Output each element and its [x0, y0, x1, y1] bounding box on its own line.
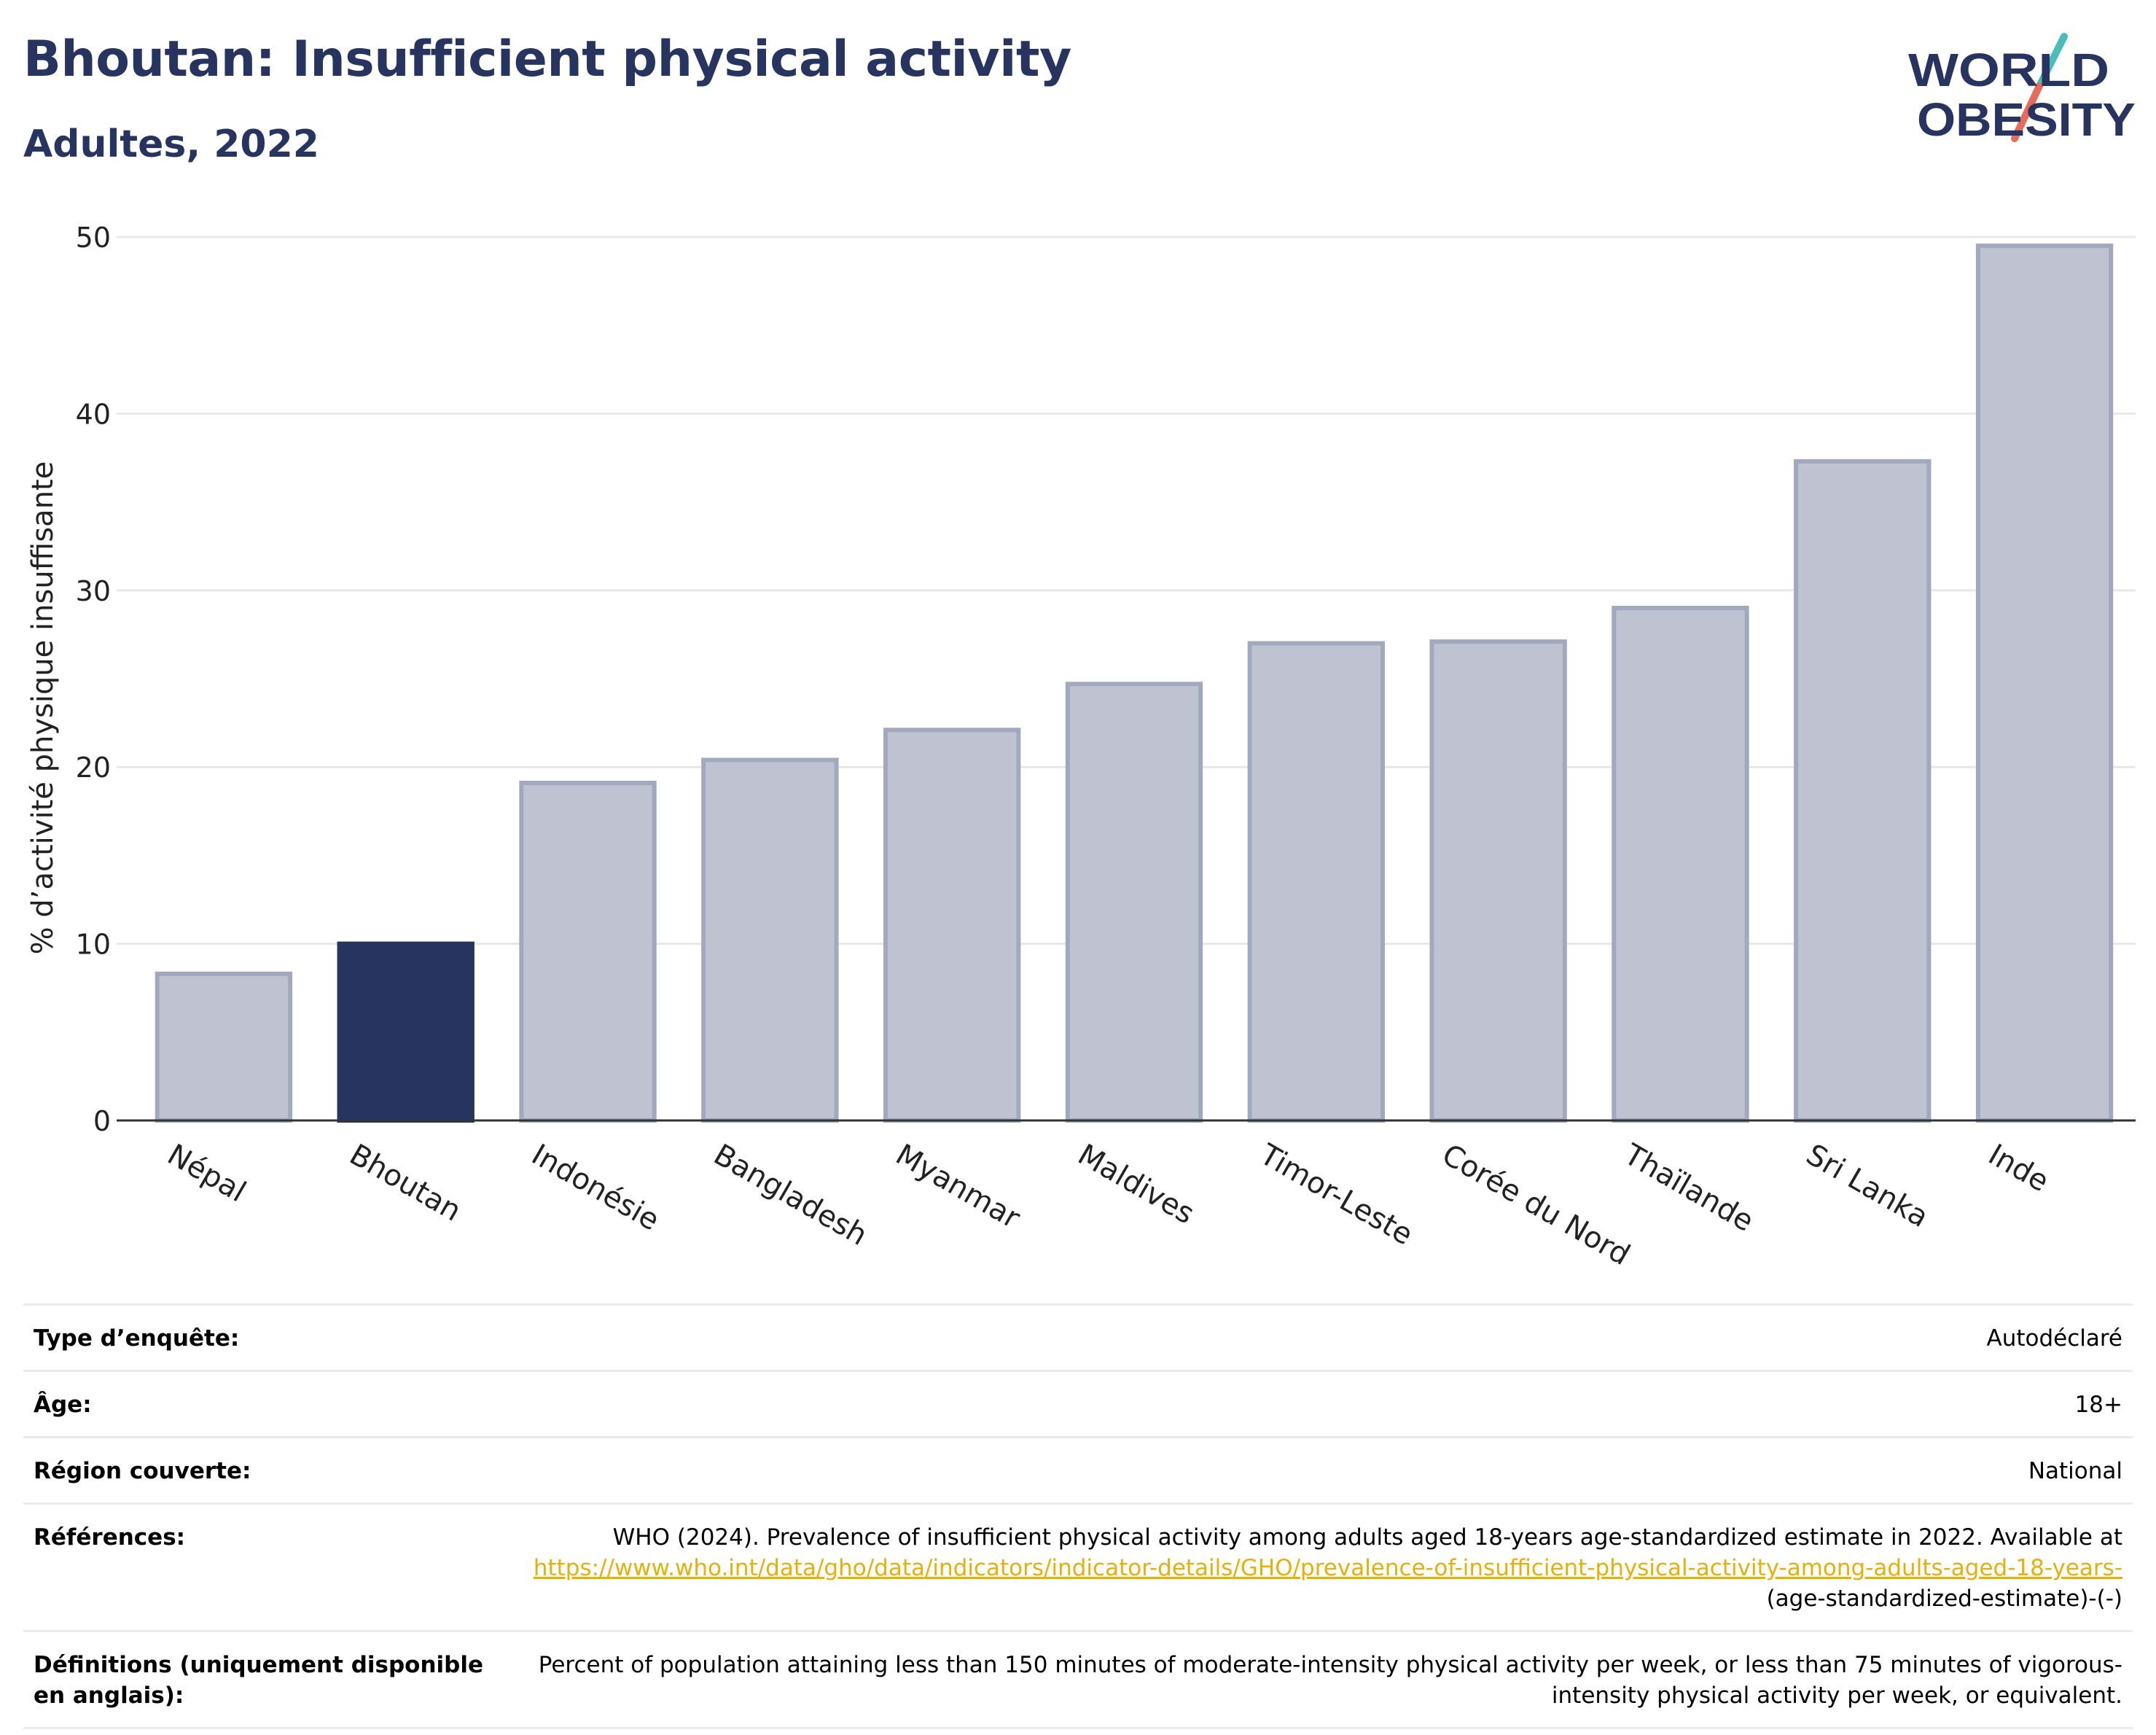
info-label: Âge:	[34, 1392, 92, 1418]
y-tick-label: 20	[76, 752, 111, 784]
bar-bhoutan	[337, 941, 474, 1123]
bar-myanmar	[883, 728, 1021, 1123]
reference-text: WHO (2024). Prevalence of insufficient p…	[612, 1524, 2122, 1551]
bar-timor-leste	[1247, 641, 1386, 1123]
info-row-age: Âge: 18+	[23, 1370, 2133, 1436]
info-row-definitions: Définitions (uniquement disponible en an…	[23, 1630, 2133, 1729]
bars	[155, 243, 2114, 1123]
page-subtitle: Adultes, 2022	[23, 122, 319, 166]
x-axis-ticks: Népal Bhoutan Indonésie Bangladesh Myanmar Ma…	[162, 1137, 2055, 1272]
bar-thailande	[1612, 606, 1749, 1123]
page-title: Bhoutan: Insufficient physical activity	[23, 31, 1071, 88]
info-row-survey-type: Type d’enquête: Autodéclaré	[23, 1303, 2133, 1370]
bar-coree-du-nord	[1429, 639, 1567, 1123]
y-tick-label: 10	[76, 929, 111, 961]
info-label: Région couverte:	[34, 1458, 251, 1484]
x-tick-label: Sri Lanka	[1800, 1138, 1934, 1234]
info-table: Type d’enquête: Autodéclaré Âge: 18+ Rég…	[23, 1303, 2133, 1729]
y-tick-label: 0	[93, 1105, 111, 1137]
bar-bangladesh	[701, 757, 839, 1123]
x-tick-label: Thaïlande	[1618, 1137, 1759, 1239]
bar-inde	[1975, 243, 2114, 1123]
reference-suffix: (age-standardized-estimate)-(-)	[1766, 1586, 2122, 1612]
info-value: 18+	[2074, 1392, 2122, 1418]
x-tick-label: Bhoutan	[344, 1138, 467, 1228]
y-tick-label: 40	[76, 398, 111, 430]
y-tick-label: 50	[76, 222, 111, 254]
info-value-references: WHO (2024). Prevalence of insufficient p…	[515, 1522, 2122, 1614]
x-tick-label: Inde	[1983, 1138, 2054, 1198]
info-label: Type d’enquête:	[34, 1325, 240, 1352]
info-label: Références:	[34, 1524, 186, 1551]
world-obesity-logo: WORLD OBESITY	[1908, 33, 2136, 146]
bar-indonesie	[519, 781, 657, 1123]
info-value: Percent of population attaining less tha…	[538, 1652, 2122, 1709]
bar-maldives	[1065, 682, 1203, 1123]
x-tick-label: Indonésie	[526, 1138, 665, 1238]
reference-link[interactable]: https://www.who.int/data/gho/data/indica…	[533, 1555, 2122, 1581]
y-tick-label: 30	[76, 575, 111, 607]
info-row-region: Région couverte: National	[23, 1436, 2133, 1502]
logo-line2: OBESITY	[1917, 93, 2136, 146]
bar-sri-lanka	[1794, 459, 1932, 1123]
info-value: National	[2028, 1458, 2122, 1484]
info-value: Autodéclaré	[1986, 1325, 2122, 1352]
x-tick-label: Corée du Nord	[1437, 1138, 1636, 1272]
info-label: Définitions (uniquement disponible en an…	[34, 1652, 484, 1709]
y-axis-ticks: 0 10 20 30 40 50	[76, 222, 111, 1137]
slash-logo-icon	[2011, 33, 2068, 142]
x-tick-label: Népal	[162, 1138, 251, 1209]
x-tick-label: Myanmar	[890, 1138, 1026, 1236]
x-tick-label: Maldives	[1072, 1138, 1200, 1231]
x-tick-label: Bangladesh	[708, 1138, 872, 1252]
x-tick-label: Timor-Leste	[1254, 1137, 1418, 1252]
bar-chart: 0 10 20 30 40 50 Népal Bhoutan Indonésie Banglad…	[26, 222, 2136, 1272]
logo-line1: WORLD	[1908, 44, 2109, 96]
info-row-references: Références: WHO (2024). Prevalence of in…	[23, 1502, 2133, 1630]
bar-nepal	[155, 971, 293, 1123]
y-axis-label: % d’activité physique insuffisante	[26, 461, 60, 955]
